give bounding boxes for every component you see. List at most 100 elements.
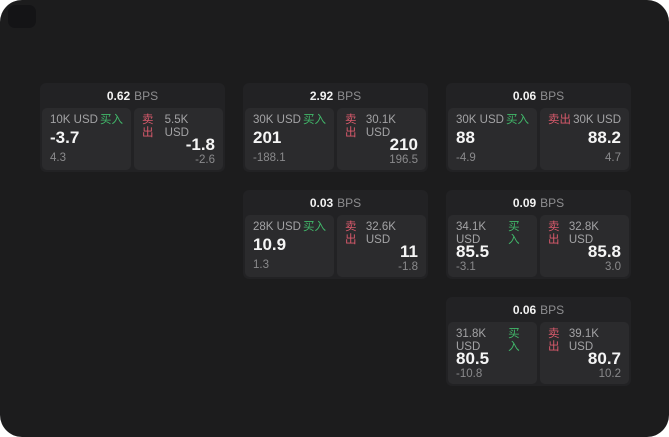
sell-panel[interactable]: 卖出 5.5K USD -1.8 -2.6 <box>134 108 223 170</box>
quote-card: 0.06 BPS 30K USD 买入 88 -4.9 卖出 30K USD 8… <box>446 83 631 172</box>
bps-header: 0.03 BPS <box>243 190 428 215</box>
buy-panel[interactable]: 30K USD 买入 201 -188.1 <box>245 108 334 170</box>
sell-delta: 10.2 <box>598 368 621 380</box>
sell-panel[interactable]: 卖出 32.6K USD 11 -1.8 <box>337 215 426 277</box>
buy-side-label: 买入 <box>506 114 529 126</box>
bps-unit-label: BPS <box>540 195 565 210</box>
sell-panel-top: 卖出 32.6K USD <box>345 221 418 247</box>
buy-panel[interactable]: 34.1K USD 买入 85.5 -3.1 <box>448 215 537 277</box>
sell-panel-top: 卖出 32.8K USD <box>548 221 621 247</box>
sell-delta: 4.7 <box>605 152 621 164</box>
buy-delta: -10.8 <box>456 368 483 380</box>
sell-delta: -1.8 <box>398 261 418 273</box>
quote-card: 0.06 BPS 31.8K USD 买入 80.5 -10.8 卖出 39.1… <box>446 297 631 386</box>
buy-delta: 1.3 <box>253 259 269 271</box>
buy-side-label: 买入 <box>303 114 326 126</box>
sell-delta: -2.6 <box>195 154 215 166</box>
bps-header: 0.06 BPS <box>446 297 631 322</box>
buy-panel-top: 10K USD 买入 <box>50 114 123 127</box>
card-body: 34.1K USD 买入 85.5 -3.1 卖出 32.8K USD 85.8… <box>446 215 631 277</box>
bps-header: 0.06 BPS <box>446 83 631 108</box>
buy-panel[interactable]: 10K USD 买入 -3.7 4.3 <box>42 108 131 170</box>
bps-header: 0.62 BPS <box>40 83 225 108</box>
buy-price: 201 <box>253 127 282 147</box>
sell-panel-top: 卖出 30.1K USD <box>345 114 418 140</box>
buy-delta: -4.9 <box>456 152 476 164</box>
buy-panel-top: 34.1K USD 买入 <box>456 221 529 247</box>
quote-card: 0.62 BPS 10K USD 买入 -3.7 4.3 卖出 5.5K USD… <box>40 83 225 172</box>
bps-value: 0.03 <box>309 195 334 210</box>
quote-card: 0.03 BPS 28K USD 买入 10.9 1.3 卖出 32.6K US… <box>243 190 428 279</box>
sell-side-label: 卖出 <box>548 328 560 353</box>
buy-side-label: 买入 <box>508 221 520 246</box>
sell-panel[interactable]: 卖出 30K USD 88.2 4.7 <box>540 108 629 170</box>
sell-side-label: 卖出 <box>142 114 154 139</box>
sell-panel[interactable]: 卖出 32.8K USD 85.8 3.0 <box>540 215 629 277</box>
bps-value: 0.06 <box>512 88 537 103</box>
buy-side-label: 买入 <box>100 114 123 126</box>
sell-amount: 32.6K USD <box>365 221 396 246</box>
buy-panel-top: 31.8K USD 买入 <box>456 328 529 354</box>
buy-amount: 30K USD <box>253 114 301 126</box>
sell-price: 210 <box>389 135 418 154</box>
sell-amount: 32.8K USD <box>568 221 599 246</box>
card-body: 30K USD 买入 88 -4.9 卖出 30K USD 88.2 4.7 <box>446 108 631 170</box>
sell-amount: 39.1K USD <box>568 328 599 353</box>
buy-amount: 10K USD <box>50 114 98 126</box>
card-body: 28K USD 买入 10.9 1.3 卖出 32.6K USD 11 -1.8 <box>243 215 428 277</box>
bps-header: 0.09 BPS <box>446 190 631 215</box>
buy-price: 85.5 <box>456 242 490 261</box>
buy-panel-top: 30K USD 买入 <box>456 114 529 127</box>
buy-delta: 4.3 <box>50 152 66 164</box>
sell-side-label: 卖出 <box>345 221 357 246</box>
sell-panel-top: 卖出 39.1K USD <box>548 328 621 354</box>
buy-panel-top: 28K USD 买入 <box>253 221 326 234</box>
sell-price: 80.7 <box>587 349 621 368</box>
buy-price: 80.5 <box>456 349 490 368</box>
sell-amount: 30K USD <box>573 114 621 126</box>
buy-panel[interactable]: 30K USD 买入 88 -4.9 <box>448 108 537 170</box>
sell-delta: 196.5 <box>389 154 418 166</box>
sell-delta: 3.0 <box>605 261 621 273</box>
quote-card: 2.92 BPS 30K USD 买入 201 -188.1 卖出 30.1K … <box>243 83 428 172</box>
buy-panel-top: 30K USD 买入 <box>253 114 326 127</box>
buy-side-label: 买入 <box>508 328 520 353</box>
buy-price: -3.7 <box>50 127 80 147</box>
buy-amount: 28K USD <box>253 221 301 233</box>
sell-price: 85.8 <box>587 242 621 261</box>
buy-side-label: 买入 <box>303 221 326 233</box>
bps-unit-label: BPS <box>134 88 159 103</box>
sell-price: -1.8 <box>185 135 215 154</box>
sell-side-label: 卖出 <box>548 114 571 126</box>
buy-price: 10.9 <box>253 234 287 254</box>
quote-card: 0.09 BPS 34.1K USD 买入 85.5 -3.1 卖出 32.8K… <box>446 190 631 279</box>
buy-price: 88 <box>456 127 475 147</box>
card-body: 10K USD 买入 -3.7 4.3 卖出 5.5K USD -1.8 -2.… <box>40 108 225 170</box>
sell-panel[interactable]: 卖出 39.1K USD 80.7 10.2 <box>540 322 629 384</box>
buy-amount: 34.1K USD <box>456 221 487 246</box>
sell-amount: 30.1K USD <box>365 114 396 139</box>
buy-amount: 30K USD <box>456 114 504 126</box>
bps-unit-label: BPS <box>540 88 565 103</box>
card-body: 30K USD 买入 201 -188.1 卖出 30.1K USD 210 1… <box>243 108 428 170</box>
bps-unit-label: BPS <box>540 302 565 317</box>
buy-panel[interactable]: 28K USD 买入 10.9 1.3 <box>245 215 334 277</box>
corner-tile <box>8 5 36 28</box>
bps-header: 2.92 BPS <box>243 83 428 108</box>
sell-side-label: 卖出 <box>548 221 560 246</box>
bps-unit-label: BPS <box>337 195 362 210</box>
bps-value: 2.92 <box>309 88 334 103</box>
bps-value: 0.09 <box>512 195 537 210</box>
sell-panel[interactable]: 卖出 30.1K USD 210 196.5 <box>337 108 426 170</box>
buy-delta: -188.1 <box>253 152 286 164</box>
card-body: 31.8K USD 买入 80.5 -10.8 卖出 39.1K USD 80.… <box>446 322 631 384</box>
bps-value: 0.62 <box>106 88 131 103</box>
bps-unit-label: BPS <box>337 88 362 103</box>
sell-price: 88.2 <box>587 127 621 147</box>
sell-panel-top: 卖出 30K USD <box>548 114 621 127</box>
buy-panel[interactable]: 31.8K USD 买入 80.5 -10.8 <box>448 322 537 384</box>
sell-amount: 5.5K USD <box>164 114 189 139</box>
sell-panel-top: 卖出 5.5K USD <box>142 114 215 140</box>
buy-amount: 31.8K USD <box>456 328 487 353</box>
